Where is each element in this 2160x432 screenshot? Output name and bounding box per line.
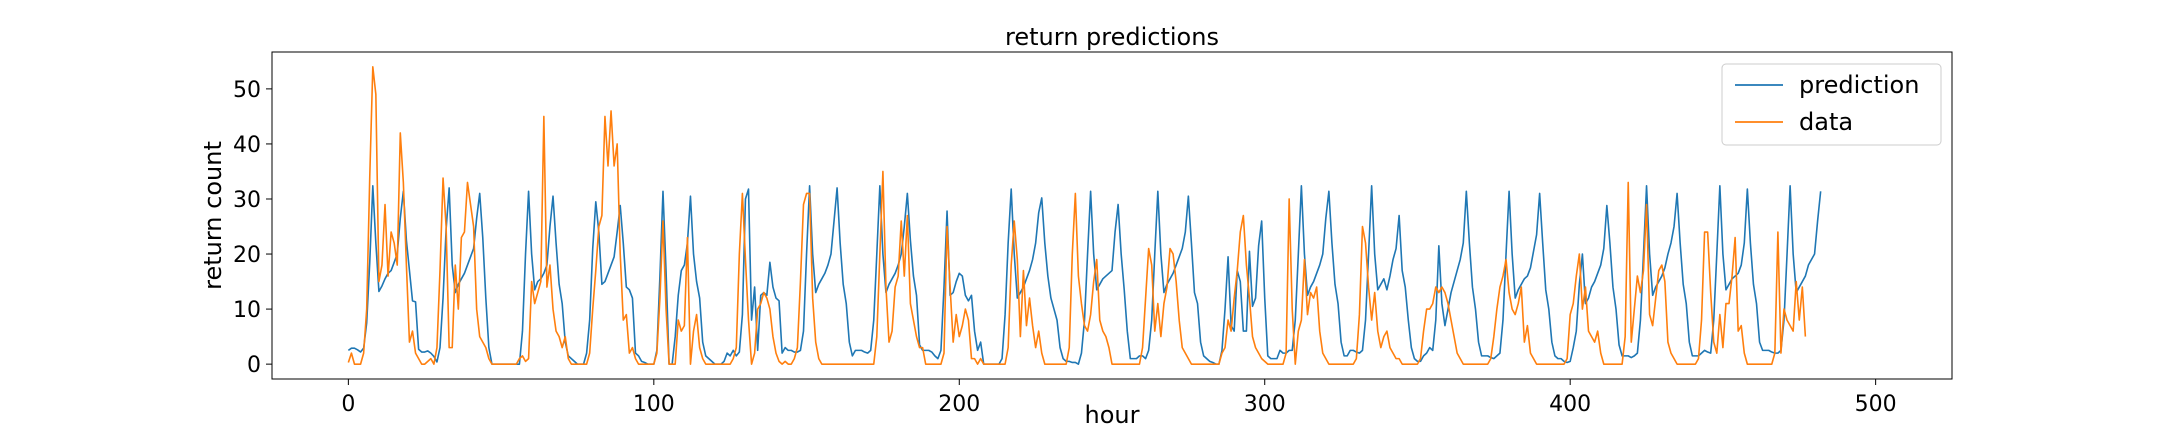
legend-label-data: data (1799, 108, 1853, 136)
x-tick-label: 400 (1549, 392, 1591, 417)
y-tick-label: 30 (233, 188, 261, 213)
y-tick-label: 0 (247, 353, 261, 378)
x-tick-label: 100 (633, 392, 675, 417)
y-tick-label: 10 (233, 298, 261, 323)
x-tick-label: 500 (1855, 392, 1897, 417)
series-line-data (347, 66, 1807, 365)
y-tick-label: 20 (233, 243, 261, 268)
series-layer (347, 66, 1822, 365)
legend: prediction data (1721, 63, 1942, 146)
y-tick-label: 50 (233, 78, 261, 103)
x-tick-label: 0 (341, 392, 355, 417)
y-axis: 0 10 20 30 40 50 (233, 78, 272, 378)
x-axis: 0 100 200 300 400 500 (341, 379, 1897, 417)
x-axis-label: hour (1085, 401, 1140, 429)
plot-area-frame (271, 51, 1953, 380)
x-tick-label: 200 (938, 392, 980, 417)
x-tick-label: 300 (1244, 392, 1286, 417)
legend-label-prediction: prediction (1799, 71, 1919, 99)
chart-title: return predictions (1005, 23, 1219, 51)
y-tick-label: 40 (233, 133, 261, 158)
y-axis-label: return count (199, 141, 227, 290)
